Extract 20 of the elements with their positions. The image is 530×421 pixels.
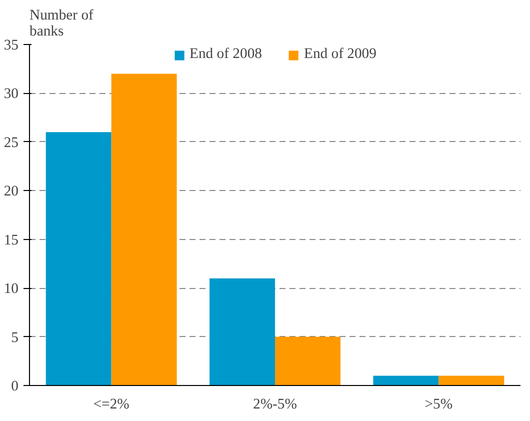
y-tick-label: 30 (4, 86, 18, 102)
bar (373, 376, 439, 386)
bar (210, 278, 275, 386)
x-tick-label: >5% (424, 396, 453, 412)
y-axis-title: Number of banks (30, 8, 94, 40)
x-tick-label: <=2% (93, 396, 130, 412)
legend-label: End of 2008 (190, 46, 262, 63)
legend-label: End of 2009 (304, 46, 376, 63)
y-tick-label: 0 (11, 378, 18, 394)
y-tick-label: 20 (4, 184, 18, 200)
bar (111, 74, 177, 386)
y-tick-label: 25 (4, 134, 18, 151)
bar (438, 376, 504, 386)
y-tick-label: 35 (4, 38, 18, 54)
x-tick-label: 2%-5% (253, 396, 297, 412)
bar (275, 336, 340, 386)
y-tick-label: 5 (11, 330, 18, 346)
bar (46, 132, 112, 386)
y-tick-label: 15 (4, 232, 18, 248)
y-tick-label: 10 (4, 281, 18, 298)
